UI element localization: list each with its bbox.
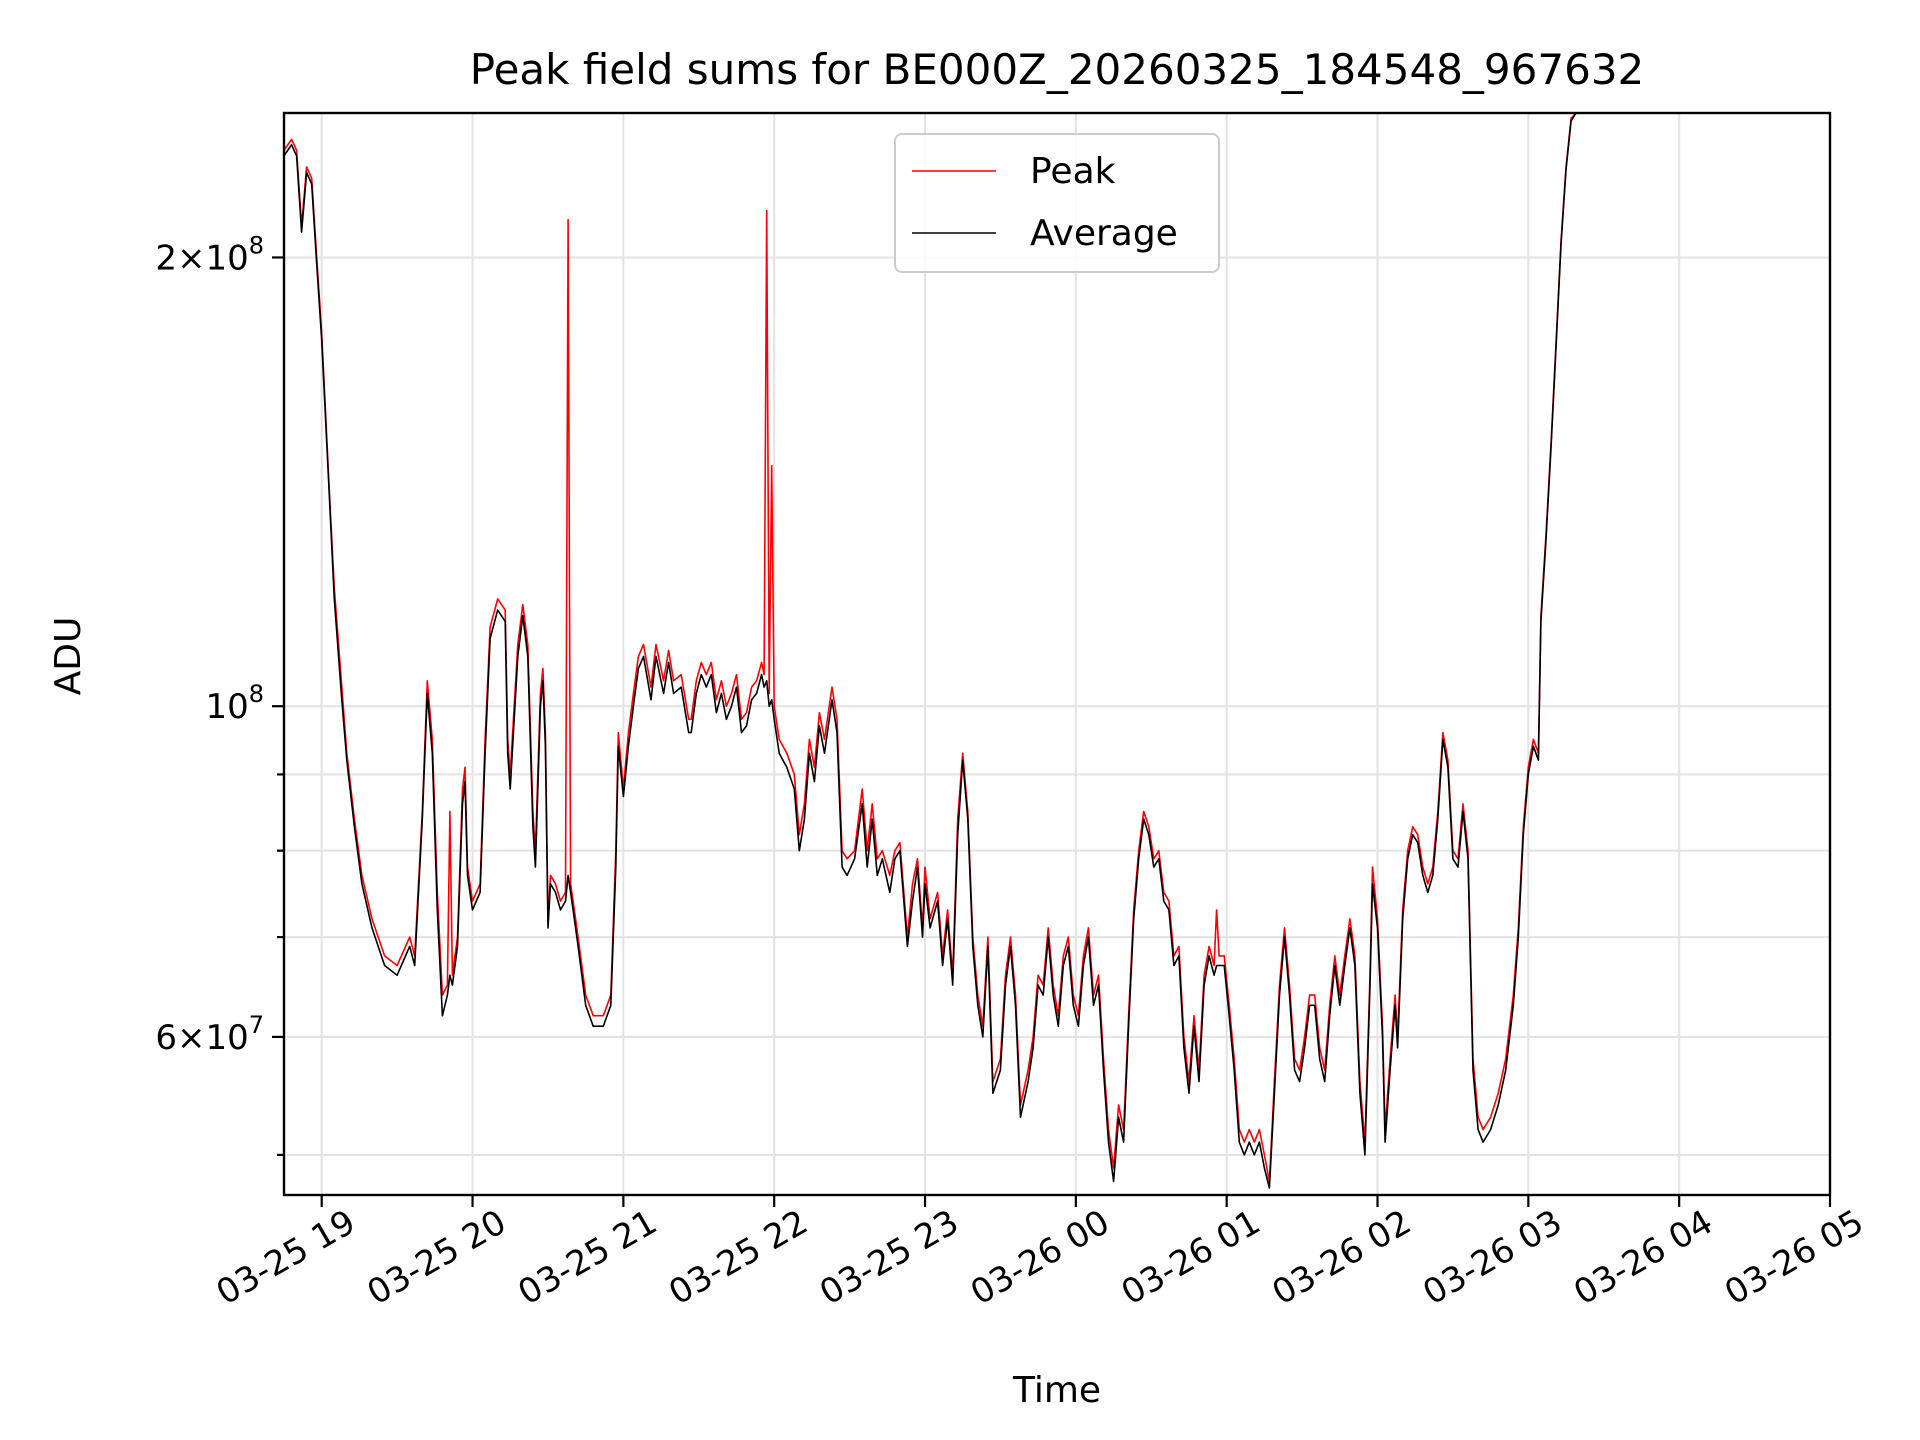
- axes-frame: [282, 111, 1832, 1197]
- y-axis-label: ADU: [48, 617, 89, 696]
- y-tick-base: 10: [205, 687, 248, 727]
- y-tick-label: 6×107: [155, 1011, 264, 1058]
- x-axis-label: Time: [1012, 1370, 1101, 1411]
- axis-ticks: [272, 256, 1832, 1207]
- series-line-average: [283, 112, 1577, 1189]
- legend-label-peak: Peak: [1030, 151, 1116, 192]
- y-tick-exponent: 8: [249, 231, 264, 259]
- legend: Peak Average: [894, 133, 1220, 273]
- y-tick-base: 2×10: [155, 238, 248, 278]
- y-tick-label: 108: [205, 680, 264, 727]
- plot-series: [283, 112, 1577, 1189]
- plot-title: Peak field sums for BE000Z_20260325_1845…: [470, 45, 1645, 94]
- y-tick-exponent: 7: [249, 1011, 264, 1039]
- y-tick-base: 6×10: [155, 1018, 248, 1058]
- legend-box: [894, 133, 1220, 273]
- legend-label-average: Average: [1030, 213, 1178, 254]
- y-tick-exponent: 8: [249, 680, 264, 708]
- y-tick-label: 2×108: [155, 231, 264, 278]
